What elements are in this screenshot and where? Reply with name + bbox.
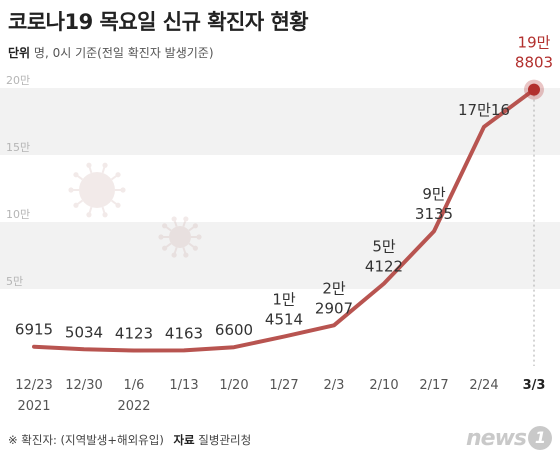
data-label-line: 8803: [515, 54, 553, 72]
grid-bands: [0, 88, 560, 289]
x-tick-label: 2/3: [324, 378, 345, 393]
data-label-line: 4514: [265, 311, 303, 329]
data-label-line: 2만: [322, 279, 346, 297]
x-tick-label: 1/13: [169, 378, 198, 393]
y-tick-label: 5만: [6, 275, 23, 288]
source-label: 자료: [173, 433, 195, 447]
virus-icon: [68, 162, 126, 218]
data-label-line: 4163: [165, 324, 203, 342]
data-label-line: 5034: [65, 323, 103, 341]
data-label-line: 19만: [518, 34, 551, 52]
year-label: 2022: [117, 399, 150, 414]
source-text: 질병관리청: [198, 433, 252, 447]
y-tick-label: 10만: [6, 208, 30, 221]
y-tick-label: 20만: [6, 74, 30, 87]
news1-logo: news 1: [466, 426, 552, 451]
data-label: 4123: [115, 324, 153, 342]
unit-note: 단위 명, 0시 기준(전일 확진자 발생기준): [8, 44, 214, 61]
x-tick-label: 1/20: [219, 378, 248, 393]
data-label-line: 4122: [365, 257, 403, 275]
x-tick-label: 12/23: [15, 378, 52, 393]
data-label-line: 5만: [372, 237, 396, 255]
virus-decoration: [68, 162, 202, 258]
x-tick-label: 3/3: [523, 378, 546, 393]
series-line: [32, 87, 536, 353]
data-label: 17만16: [458, 101, 510, 119]
data-label: 19만 8803: [515, 34, 553, 72]
data-points: [524, 79, 544, 100]
x-tick-label: 2/17: [419, 378, 448, 393]
unit-text: 명, 0시 기준(전일 확진자 발생기준): [33, 46, 214, 60]
year-label: 2021: [17, 399, 50, 414]
data-label: 4163: [165, 324, 203, 342]
x-tick-label: 2/10: [369, 378, 398, 393]
data-label-line: 4123: [115, 324, 153, 342]
data-label-line: 3135: [415, 205, 453, 223]
data-label-line: 2907: [315, 299, 353, 317]
logo-mark: 1: [528, 426, 552, 450]
data-label: 9만 3135: [415, 185, 453, 223]
x-tick-label: 1/6: [124, 378, 145, 393]
y-tick-label: 15만: [6, 141, 30, 154]
data-label: 5034: [65, 323, 103, 341]
data-label-line: 17만16: [458, 101, 510, 119]
data-label-line: 6915: [15, 321, 53, 339]
x-tick-label: 2/24: [469, 378, 498, 393]
data-label: 1만 4514: [265, 291, 303, 329]
grid-band: [0, 88, 560, 155]
data-label: 2만 2907: [315, 279, 353, 317]
x-tick-labels: 12/23 12/30 1/6 1/13 1/20 1/27 2/3 2/10 2/17 2/24…: [15, 378, 545, 393]
chart-title: 코로나19 목요일 신규 확진자 현황: [8, 10, 309, 34]
data-label: 6600: [215, 321, 253, 339]
y-tick-labels: 5만 10만 15만 20만: [6, 74, 30, 288]
data-label: 6915: [15, 321, 53, 339]
logo-text: news: [465, 426, 527, 451]
highlight-point: [528, 83, 540, 96]
x-tick-label: 1/27: [269, 378, 298, 393]
data-label-line: 6600: [215, 321, 253, 339]
year-labels: 2021 2022: [17, 399, 150, 414]
data-labels: 6915 5034 4123 4163 6600 1만 4514 2만 2907 5만 4122 9만…: [15, 34, 553, 343]
grid-band: [0, 222, 560, 289]
virus-icon: [158, 216, 202, 258]
footer: ※ 확진자: (지역발생+해외유입) 자료 질병관리청: [8, 432, 251, 448]
data-label-line: 1만: [272, 291, 296, 309]
unit-label: 단위: [8, 46, 31, 60]
data-label: 5만 4122: [365, 237, 403, 275]
footnote: ※ 확진자: (지역발생+해외유입): [8, 433, 164, 447]
source-note: 자료 질병관리청: [173, 433, 251, 447]
data-label-line: 9만: [422, 185, 446, 203]
x-tick-label: 12/30: [65, 378, 102, 393]
